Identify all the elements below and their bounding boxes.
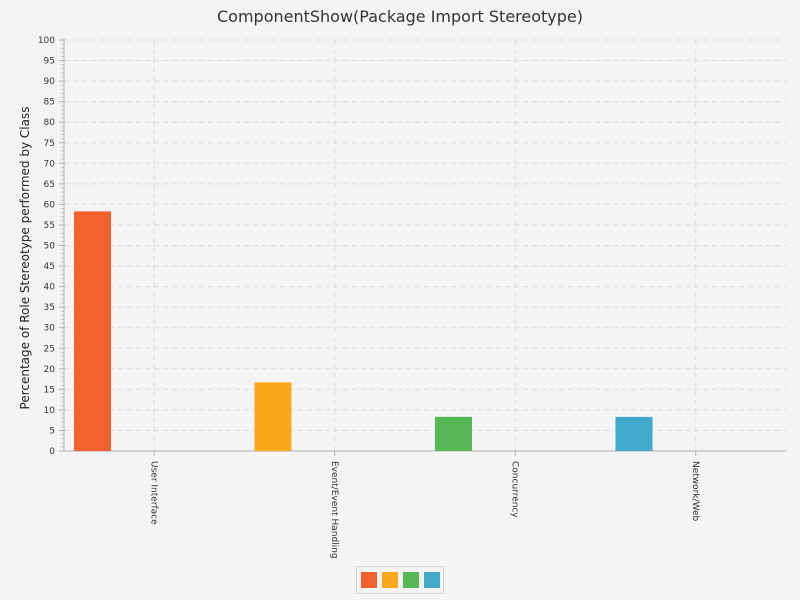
legend-swatch	[381, 572, 398, 588]
bar-chart: 0 5 10 15 20 25 30 35 40 45 50 55 60 65 70 75 80 85 90 95 10…	[18, 36, 786, 559]
y-tick-label: 15	[44, 385, 55, 395]
y-tick-label: 45	[44, 262, 55, 272]
x-tick-label: Network/Web	[690, 461, 700, 522]
bar-network-web	[615, 416, 653, 451]
y-tick-label: 80	[44, 118, 56, 128]
y-tick-label: 85	[44, 98, 55, 108]
y-tick-label: 50	[44, 242, 56, 252]
y-tick-label: 60	[44, 200, 56, 210]
x-axis: User Interface Event/Event Handling Concur…	[64, 450, 786, 559]
y-tick-label: 75	[44, 139, 55, 149]
bar-event-event-handling	[254, 382, 292, 451]
y-tick-label: 10	[44, 406, 56, 416]
bars	[74, 211, 653, 451]
x-tick-label: Event/Event Handling	[329, 461, 339, 559]
y-tick-label: 65	[44, 180, 55, 190]
chart-title: ComponentShow(Package Import Stereotype)	[216, 7, 583, 26]
x-tick-label: User Interface	[148, 461, 158, 525]
y-tick-label: 100	[38, 36, 55, 46]
y-tick-label: 25	[44, 344, 55, 354]
legend-swatch	[360, 572, 377, 588]
legend-swatch	[402, 572, 419, 588]
y-tick-label: 40	[44, 283, 56, 293]
legend	[356, 566, 444, 594]
y-tick-label: 90	[44, 77, 56, 87]
y-tick-label: 35	[44, 303, 55, 313]
y-tick-label: 0	[49, 447, 55, 457]
x-tick-label: Concurrency	[509, 461, 519, 518]
y-tick-label: 20	[44, 365, 56, 375]
y-tick-label: 70	[44, 159, 56, 169]
y-axis-label: Percentage of Role Stereotype performed …	[18, 107, 32, 410]
y-tick-label: 5	[49, 426, 55, 436]
y-tick-label: 95	[44, 57, 55, 67]
y-tick-label: 55	[44, 221, 55, 231]
bar-user-interface	[74, 211, 111, 451]
y-axis: 0 5 10 15 20 25 30 35 40 45 50 55 60 65 70 75 80 85 90 95 10…	[38, 36, 65, 457]
grid-lines	[64, 39, 786, 451]
y-tick-label: 30	[44, 324, 56, 334]
bar-concurrency	[435, 416, 472, 451]
legend-swatch	[423, 572, 440, 588]
